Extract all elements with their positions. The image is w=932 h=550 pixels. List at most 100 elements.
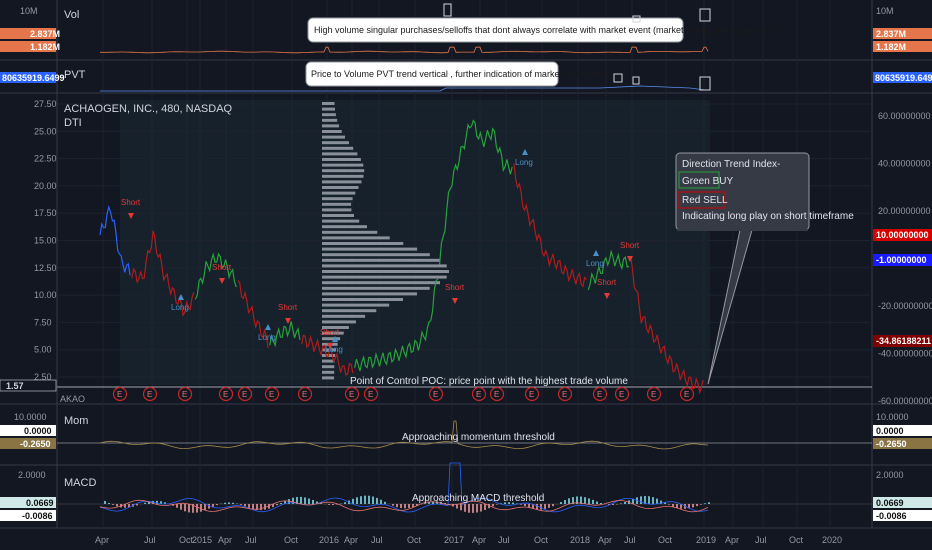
- price-tick-label: 17.50: [34, 208, 57, 218]
- volume-profile-bar: [322, 314, 366, 318]
- volume-profile-bar: [322, 242, 404, 245]
- signal-arrow: [265, 324, 271, 330]
- price-segment: [237, 279, 269, 348]
- macd-hist-bar: [600, 503, 602, 505]
- earnings-marker: [237, 386, 253, 402]
- price-segment: [630, 256, 704, 395]
- dti-last-tag: -34.86188211: [876, 336, 931, 346]
- vol-label: Vol: [64, 9, 79, 21]
- macd-hist-bar: [564, 500, 566, 505]
- volume-profile-bar: [322, 292, 417, 296]
- macd-hist-bar: [704, 503, 706, 505]
- x-tick-label: Jul: [624, 535, 636, 545]
- signal-label: Short: [212, 263, 232, 272]
- macd-hist-bar: [648, 496, 650, 505]
- macd-hist-bar: [112, 504, 114, 505]
- macd-hist-bar: [552, 504, 554, 507]
- earnings-letter: E: [147, 390, 152, 399]
- earnings-letter: E: [269, 390, 274, 399]
- price-segment: [269, 321, 301, 348]
- macd-hist-bar: [536, 504, 538, 510]
- earnings-letter: E: [223, 390, 228, 399]
- dti-tick-label: 40.00000000: [878, 159, 931, 169]
- macd-hist-bar: [360, 496, 362, 504]
- earnings-letter: E: [302, 390, 307, 399]
- volume-series: [99, 46, 709, 54]
- macd-hist-bar: [224, 502, 226, 504]
- x-tick-label: Jul: [755, 535, 767, 545]
- volume-profile-bar: [322, 247, 418, 251]
- volume-profile-bar: [322, 169, 365, 173]
- earnings-marker: [297, 386, 313, 402]
- pvt-series: [100, 85, 706, 92]
- macd-hist-bar: [456, 504, 458, 509]
- signal-label: Long: [258, 333, 276, 342]
- volume-profile-bar: [322, 320, 356, 324]
- price-segment: [513, 163, 587, 288]
- pvt-label: PVT: [64, 69, 86, 81]
- volume-profile-bar: [322, 124, 340, 128]
- earnings-letter: E: [117, 390, 122, 399]
- earnings-marker: [471, 386, 487, 402]
- signal-label: Short: [620, 241, 640, 250]
- volume-profile-bar: [322, 236, 390, 240]
- macd-hist-bar: [352, 498, 354, 505]
- macd-hist-bar: [128, 504, 130, 508]
- macd-hist-bar: [672, 504, 674, 507]
- x-tick-label: Oct: [284, 535, 299, 545]
- last-price-tag: 1.57: [6, 381, 24, 391]
- macd-hist-bar: [488, 504, 490, 509]
- macd-hist-bar: [332, 504, 334, 506]
- macd-hist-bar: [560, 502, 562, 504]
- volume-profile-bar: [322, 331, 344, 335]
- price-segment: [194, 252, 237, 300]
- macd-hist-bar: [432, 501, 434, 505]
- macd-left-tag-1: 0.0669: [26, 498, 54, 508]
- macd-hist-bar: [272, 504, 274, 508]
- volume-profile-bar: [322, 113, 336, 117]
- dti-tick-label: 60.00000000: [878, 111, 931, 121]
- macd-hist-bar: [520, 504, 522, 505]
- earnings-marker: [363, 386, 379, 402]
- earnings-marker: [177, 386, 193, 402]
- earnings-letter: E: [349, 390, 354, 399]
- macd-hist-bar: [216, 504, 218, 506]
- macd-hist-bar: [104, 500, 106, 504]
- macd-hist-bar: [108, 503, 110, 505]
- macd-hist-bar: [312, 499, 314, 505]
- earnings-marker: [428, 386, 444, 402]
- macd-hist-bar: [248, 504, 250, 508]
- macd-hist-bar: [576, 496, 578, 504]
- price-segment: [587, 249, 630, 291]
- macd-hist-bar: [460, 504, 462, 511]
- macd-hist-bar: [620, 503, 622, 505]
- macd-hist-bar: [356, 497, 358, 504]
- svg-text:Price to Volume PVT trend vert: Price to Volume PVT trend vertical , fur…: [311, 69, 615, 79]
- macd-hist-bar: [504, 502, 506, 505]
- macd-hist-bar: [664, 502, 666, 504]
- earnings-letter: E: [619, 390, 624, 399]
- macd-hist-bar: [444, 502, 446, 504]
- macd-hist-bar: [516, 503, 518, 505]
- macd-hist-bar: [400, 504, 402, 509]
- signal-arrow: [178, 294, 184, 300]
- macd-hist-bar: [596, 501, 598, 505]
- macd-hist-bar: [188, 504, 190, 513]
- volume-profile-bar: [322, 359, 335, 363]
- macd-hist-bar: [684, 504, 686, 509]
- macd-hist-bar: [416, 504, 418, 506]
- macd-hist-bar: [300, 496, 302, 505]
- pvt-left-tag: 80635919.6499: [2, 73, 65, 83]
- volume-profile-bar: [322, 180, 362, 184]
- volume-profile-bar: [322, 298, 403, 301]
- signal-arrow: [604, 293, 610, 299]
- macd-hist-bar: [136, 504, 138, 506]
- macd-hist-bar: [164, 502, 166, 504]
- macd-hist-bar: [148, 501, 150, 505]
- legend-buy: Green BUY: [682, 176, 733, 187]
- macd-hist-bar: [116, 504, 118, 507]
- volume-profile-bar: [322, 286, 430, 290]
- macd-hist-bar: [424, 503, 426, 504]
- macd-hist-bar: [608, 504, 610, 505]
